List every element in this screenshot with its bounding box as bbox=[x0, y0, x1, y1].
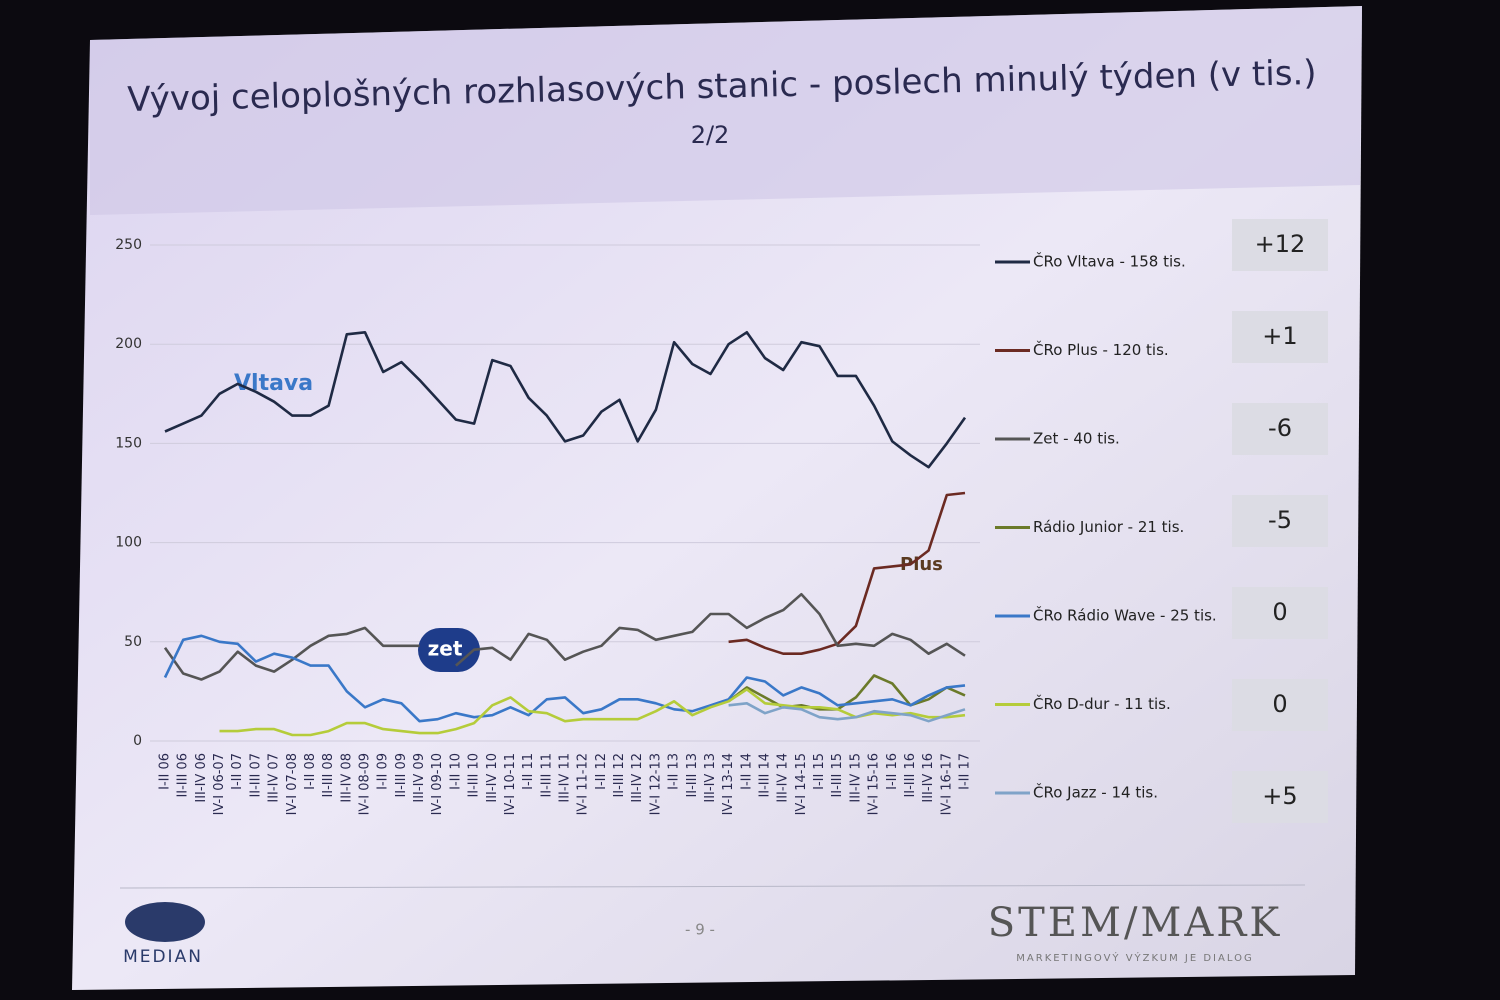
x-tick-label: I-II 16 bbox=[885, 753, 900, 790]
footer-left: MEDIAN bbox=[123, 947, 203, 967]
legend-label: Rádio Junior - 21 tis. bbox=[1033, 518, 1184, 536]
x-tick-label: II-III 11 bbox=[539, 753, 554, 798]
x-tick-label: III-IV 11 bbox=[558, 753, 573, 803]
x-tick-label: III-IV 12 bbox=[630, 753, 645, 803]
y-tick-label: 50 bbox=[124, 634, 142, 650]
x-tick-label: IV-I 16-17 bbox=[939, 753, 954, 815]
legend-label: Zet - 40 tis. bbox=[1033, 430, 1120, 448]
y-tick-label: 250 bbox=[115, 237, 142, 253]
series-line bbox=[163, 626, 420, 681]
annotation: zet bbox=[428, 637, 463, 661]
page-number: - 9 - bbox=[685, 921, 715, 939]
series-line bbox=[728, 702, 966, 723]
x-tick-label: IV-I 13-14 bbox=[721, 753, 736, 815]
x-tick-label: IV-I 10-11 bbox=[503, 753, 518, 815]
x-tick-label: I-II 07 bbox=[230, 753, 245, 790]
series-line bbox=[455, 592, 966, 667]
x-tick-label: I-II 06 bbox=[158, 753, 173, 790]
change-label: -5 bbox=[1268, 506, 1292, 534]
footer-rule bbox=[119, 884, 1306, 889]
x-tick-label: I-II 08 bbox=[303, 753, 318, 790]
series-line bbox=[219, 688, 966, 737]
x-tick-label: III-IV 16 bbox=[921, 753, 936, 803]
annotation: Vltava bbox=[234, 371, 313, 396]
y-tick-label: 100 bbox=[115, 535, 142, 551]
x-tick-label: III-IV 07 bbox=[267, 753, 282, 803]
median-logo bbox=[125, 902, 205, 942]
x-tick-label: I-II 09 bbox=[376, 753, 391, 790]
x-tick-label: II-III 09 bbox=[394, 753, 409, 798]
change-box bbox=[1232, 219, 1328, 271]
change-label: +5 bbox=[1262, 782, 1297, 810]
annotation: Plus bbox=[900, 554, 943, 575]
change-label: 0 bbox=[1272, 598, 1287, 626]
x-tick-label: I-II 15 bbox=[812, 753, 827, 790]
y-tick-label: 200 bbox=[115, 336, 142, 352]
legend-label: ČRo D-dur - 11 tis. bbox=[1033, 694, 1171, 713]
x-tick-label: I-II 13 bbox=[667, 753, 682, 790]
x-tick-label: II-III 12 bbox=[612, 753, 627, 798]
x-tick-label: IV-I 09-10 bbox=[430, 753, 445, 815]
zet-logo bbox=[418, 628, 480, 672]
x-tick-label: III-IV 09 bbox=[412, 753, 427, 803]
change-label: +12 bbox=[1255, 230, 1306, 258]
legend-label: ČRo Rádio Wave - 25 tis. bbox=[1033, 606, 1217, 625]
footer-tagline: MARKETINGOVÝ VÝZKUM JE DIALOG bbox=[1016, 951, 1253, 964]
x-tick-label: III-IV 06 bbox=[194, 753, 209, 803]
x-tick-label: IV-I 11-12 bbox=[576, 753, 591, 815]
change-label: -6 bbox=[1268, 414, 1292, 442]
x-tick-label: III-IV 13 bbox=[703, 753, 718, 803]
x-tick-label: IV-I 14-15 bbox=[794, 753, 809, 815]
change-box bbox=[1232, 311, 1328, 363]
change-box bbox=[1232, 403, 1328, 455]
x-tick-label: I-II 14 bbox=[739, 753, 754, 790]
series-line bbox=[164, 331, 967, 469]
x-tick-label: II-III 08 bbox=[321, 753, 336, 798]
series-line bbox=[728, 491, 966, 655]
x-tick-label: I-II 10 bbox=[448, 753, 463, 790]
change-label: +1 bbox=[1262, 322, 1297, 350]
x-tick-label: II-III 07 bbox=[248, 753, 263, 798]
x-tick-label: II-III 14 bbox=[758, 753, 773, 798]
x-tick-label: I-II 12 bbox=[594, 753, 609, 790]
x-tick-label: II-III 10 bbox=[467, 753, 482, 798]
legend-label: ČRo Jazz - 14 tis. bbox=[1033, 783, 1158, 802]
change-box bbox=[1232, 587, 1328, 639]
x-tick-label: III-IV 08 bbox=[339, 753, 354, 803]
x-tick-label: I-II 11 bbox=[521, 753, 536, 790]
x-tick-label: III-IV 10 bbox=[485, 753, 500, 803]
change-box bbox=[1232, 679, 1328, 731]
y-tick-label: 150 bbox=[115, 435, 142, 451]
x-tick-label: IV-I 07-08 bbox=[285, 753, 300, 815]
x-tick-label: II-III 06 bbox=[176, 753, 191, 798]
legend-label: ČRo Plus - 120 tis. bbox=[1033, 340, 1169, 359]
change-label: 0 bbox=[1272, 690, 1287, 718]
footer-brand: STEM/MARK bbox=[988, 900, 1283, 946]
x-tick-label: IV-I 08-09 bbox=[358, 753, 373, 815]
legend-label: ČRo Vltava - 158 tis. bbox=[1033, 252, 1186, 271]
change-box bbox=[1232, 495, 1328, 547]
x-tick-label: II-III 15 bbox=[830, 753, 845, 798]
y-tick-label: 0 bbox=[133, 733, 142, 749]
x-tick-label: I-II 17 bbox=[958, 753, 973, 790]
x-tick-label: IV-I 15-16 bbox=[867, 753, 882, 815]
subtitle: 2/2 bbox=[691, 121, 730, 149]
header-band bbox=[90, 6, 1362, 215]
x-tick-label: II-III 13 bbox=[685, 753, 700, 798]
change-box bbox=[1232, 771, 1328, 823]
x-tick-label: II-III 16 bbox=[903, 753, 918, 798]
x-tick-label: III-IV 14 bbox=[776, 753, 791, 803]
slide bbox=[72, 6, 1362, 990]
x-tick-label: III-IV 15 bbox=[848, 753, 863, 803]
x-tick-label: IV-I 12-13 bbox=[648, 753, 663, 815]
x-tick-label: IV-I 06-07 bbox=[212, 753, 227, 815]
series-line bbox=[163, 634, 966, 723]
